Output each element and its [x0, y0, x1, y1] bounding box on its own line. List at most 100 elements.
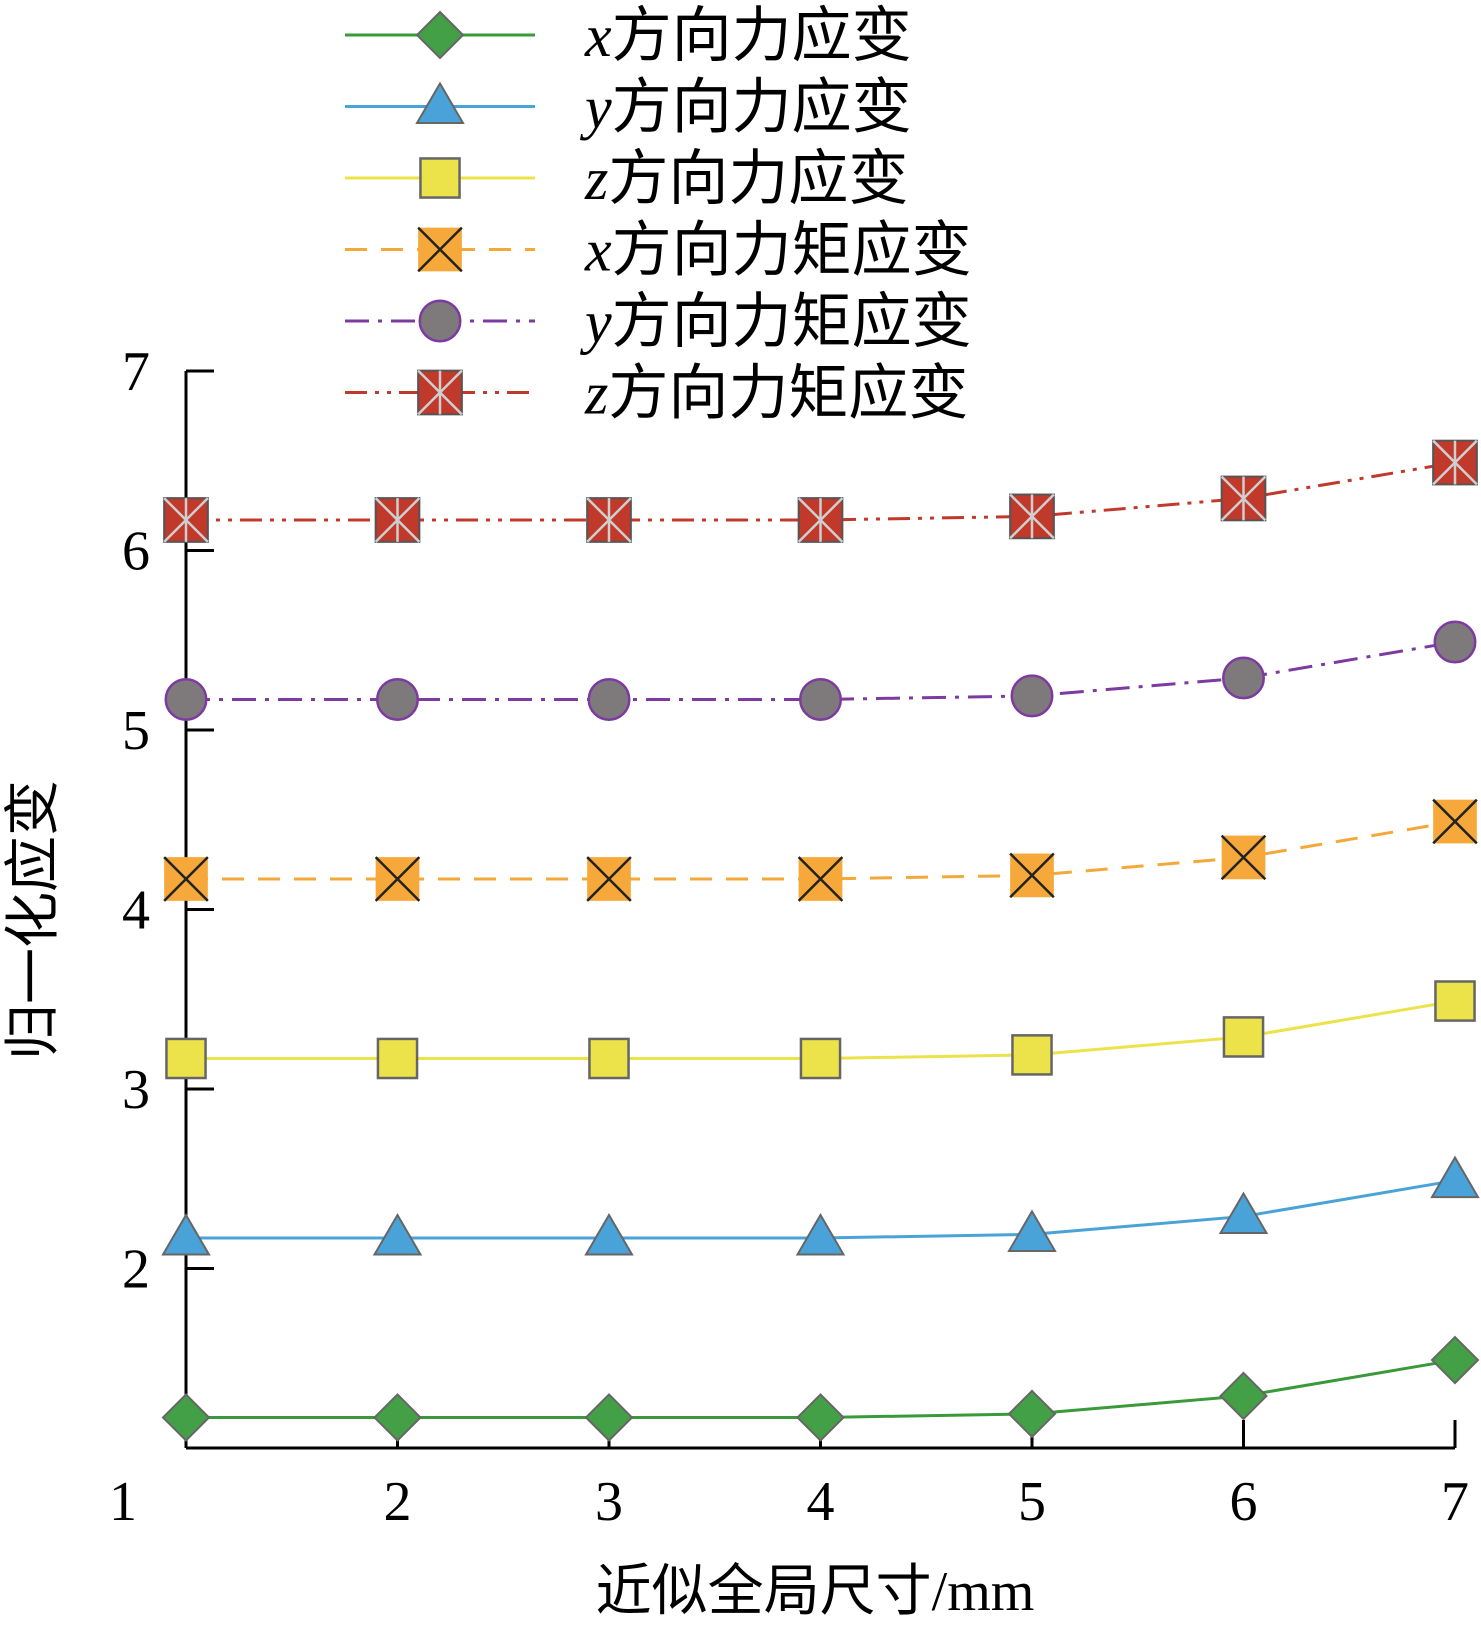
legend-label: z方向力应变 [584, 146, 908, 212]
series-5 [164, 620, 1477, 721]
legend-marker-cross-b [417, 226, 463, 273]
x-tick-label: 3 [595, 1471, 623, 1533]
data-point-shape [1430, 1335, 1480, 1385]
legend-label-var: x [584, 3, 612, 69]
data-point [1430, 1155, 1480, 1199]
data-point [796, 1393, 845, 1442]
data-point [376, 1037, 419, 1080]
data-point [163, 497, 209, 543]
series-3 [165, 980, 1476, 1080]
legend-label-var: x [584, 218, 612, 284]
data-point [1434, 980, 1476, 1022]
data-point [1222, 656, 1265, 700]
data-point-shape [588, 1037, 630, 1080]
data-point [586, 497, 632, 543]
ticks: 2 3 4 5 6 7 1 2 3 4 5 6 7 [109, 341, 1469, 1533]
legend-entry: x方向力矩应变 [345, 218, 972, 284]
legend-label-rest: 方向力应变 [612, 75, 912, 141]
legend-entry: y方向力矩应变 [345, 289, 972, 355]
legend-marker-shape [419, 157, 461, 199]
data-point [161, 1212, 211, 1256]
series-group [161, 439, 1480, 1442]
data-point-cross-b [1009, 852, 1055, 899]
data-point-shape [1218, 1191, 1269, 1235]
data-point-shape [795, 1212, 846, 1256]
legend-label: x方向力矩应变 [584, 218, 972, 284]
data-point-cross-b [1220, 834, 1267, 881]
y-axis-title: 归一化应变 [3, 780, 65, 1060]
legend-marker [418, 299, 462, 343]
data-point-shape [584, 1212, 634, 1256]
data-point [372, 1212, 423, 1256]
data-point [1430, 1335, 1480, 1385]
y-tick-label: 4 [122, 880, 150, 942]
data-point [1220, 834, 1267, 881]
legend-label-var: z [584, 146, 608, 212]
data-point-shape [584, 1393, 634, 1442]
data-point-shape [376, 1037, 419, 1080]
data-point [1222, 1016, 1265, 1058]
data-point-cross-b [374, 856, 421, 902]
legend-marker [417, 226, 463, 273]
y-tick-label: 5 [122, 700, 150, 762]
data-point-shape [1222, 1016, 1265, 1058]
data-point [376, 677, 419, 721]
data-point-shape [1007, 1389, 1057, 1439]
data-point [1007, 1209, 1057, 1252]
data-point [1433, 620, 1477, 664]
legend-label: y方向力矩应变 [579, 289, 972, 355]
data-point-cross-b [163, 856, 209, 902]
legend-entry: z方向力矩应变 [345, 361, 968, 427]
data-point-shape [799, 1037, 842, 1080]
data-point [165, 1037, 207, 1080]
legend-label-rest: 方向力矩应变 [612, 289, 972, 355]
legend-entry: z方向力应变 [345, 146, 908, 212]
legend-entry: y方向力应变 [345, 75, 912, 141]
legend-label-rest: 方向力应变 [608, 146, 908, 212]
legend-marker-shape [418, 299, 462, 343]
data-point [797, 497, 844, 543]
data-point [1009, 493, 1055, 540]
y-tick-label: 7 [122, 341, 150, 403]
legend-marker-shape [415, 10, 465, 60]
legend-label: x方向力应变 [584, 3, 912, 69]
legend-marker [417, 369, 463, 416]
data-point [1432, 798, 1478, 845]
legend-label-rest: 方向力矩应变 [608, 361, 968, 427]
x-tick-label: 6 [1230, 1471, 1258, 1533]
legend-label: z方向力矩应变 [584, 361, 968, 427]
data-point-shape [161, 1393, 211, 1442]
data-point [799, 1037, 842, 1080]
series-1 [161, 1335, 1480, 1442]
data-point-shape [164, 677, 208, 721]
data-point-shape [1010, 674, 1054, 718]
data-point [584, 1393, 634, 1442]
data-point [161, 1393, 211, 1442]
data-point [795, 1212, 846, 1256]
legend-label-var: z [584, 361, 608, 427]
data-point [797, 856, 844, 902]
data-point-shape [165, 1037, 207, 1080]
legend-label: y方向力应变 [579, 75, 912, 141]
legend-marker [415, 81, 465, 125]
data-point-shape [376, 677, 419, 721]
data-point-shape [372, 1212, 423, 1256]
data-point [373, 1393, 422, 1442]
series-2 [161, 1155, 1480, 1256]
data-point-shape [1430, 1155, 1480, 1199]
data-point [588, 1037, 630, 1080]
data-point-shape [587, 677, 631, 721]
x-tick-label: 1 [109, 1471, 137, 1533]
data-point-shape [1219, 1371, 1268, 1421]
data-point [163, 856, 209, 902]
data-point [374, 497, 421, 543]
data-point-shape [1222, 656, 1265, 700]
data-point [164, 677, 208, 721]
y-tick-label: 2 [122, 1239, 150, 1301]
legend-label-var: y [579, 289, 612, 355]
y-tick-label: 6 [122, 521, 150, 583]
data-point-cross-b [1432, 798, 1478, 845]
legend-marker-shape [415, 81, 465, 125]
legend-label-var: y [579, 75, 612, 141]
